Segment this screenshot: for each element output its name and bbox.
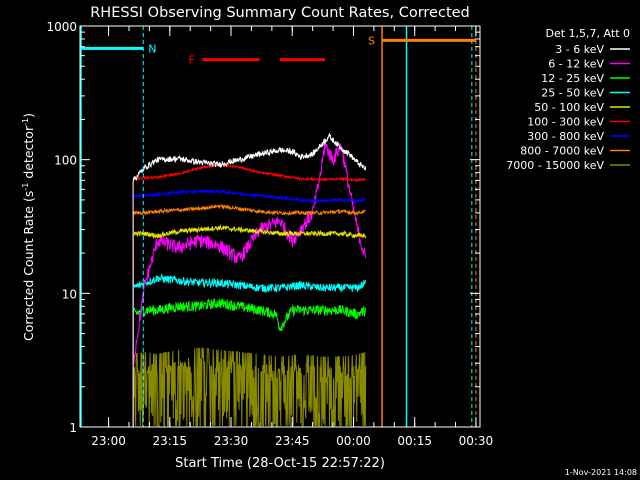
y-tick-label: 1 <box>69 421 77 435</box>
y-axis: 1 10 100 1000 <box>46 20 480 435</box>
series-line-100-300-kev <box>132 162 366 427</box>
series-line-300-800-kev <box>132 188 367 427</box>
legend-label: 100 - 300 keV <box>527 116 604 129</box>
legend-label: 3 - 6 keV <box>555 43 604 56</box>
annotation-label-s: S <box>368 34 375 47</box>
legend-label: 25 - 50 keV <box>541 87 604 100</box>
y-axis-label: Corrected Count Rate (s-1 detector-1) <box>21 113 36 341</box>
legend-title: Det 1,5,7, Att 0 <box>546 27 630 40</box>
series-line-7000-15000-kev <box>132 347 367 428</box>
legend-label: 300 - 800 keV <box>527 130 604 143</box>
plot-area: N S F <box>80 26 477 428</box>
chart-title: RHESSI Observing Summary Count Rates, Co… <box>90 5 470 21</box>
x-tick-label: 00:15 <box>397 434 432 448</box>
x-tick-label: 00:30 <box>459 434 494 448</box>
y-tick-label: 10 <box>62 287 77 301</box>
x-axis: 23:00 23:15 23:30 23:45 00:00 00:15 00:30 <box>91 26 493 448</box>
x-tick-label: 23:00 <box>91 434 126 448</box>
y-tick-label: 1000 <box>46 20 77 34</box>
x-tick-label: 23:30 <box>214 434 249 448</box>
series-line-50-100-kev <box>132 223 367 427</box>
series-line-3-6-kev <box>132 132 367 427</box>
series-line-800-7000-kev <box>132 203 366 427</box>
legend-label: 50 - 100 keV <box>534 101 604 114</box>
series-line-6-12-kev <box>132 142 367 427</box>
plot-frame <box>79 25 481 428</box>
x-tick-label: 23:15 <box>152 434 187 448</box>
y-tick-label: 100 <box>54 154 77 168</box>
x-axis-label: Start Time (28-Oct-15 22:57:22) <box>175 456 385 471</box>
x-tick-label: 00:00 <box>336 434 371 448</box>
series-line-12-25-kev <box>132 297 367 427</box>
legend-label: 6 - 12 keV <box>548 58 604 71</box>
legend-label: 7000 - 15000 keV <box>506 159 604 172</box>
legend-label: 12 - 25 keV <box>541 72 604 85</box>
annotation-label-f: F <box>188 54 194 67</box>
series-line-25-50-kev <box>132 273 367 427</box>
x-tick-label: 23:45 <box>275 434 310 448</box>
timestamp: 1-Nov-2021 14:08 <box>565 468 637 477</box>
annotation-label-n: N <box>148 42 156 55</box>
legend-label: 800 - 7000 keV <box>520 145 604 158</box>
